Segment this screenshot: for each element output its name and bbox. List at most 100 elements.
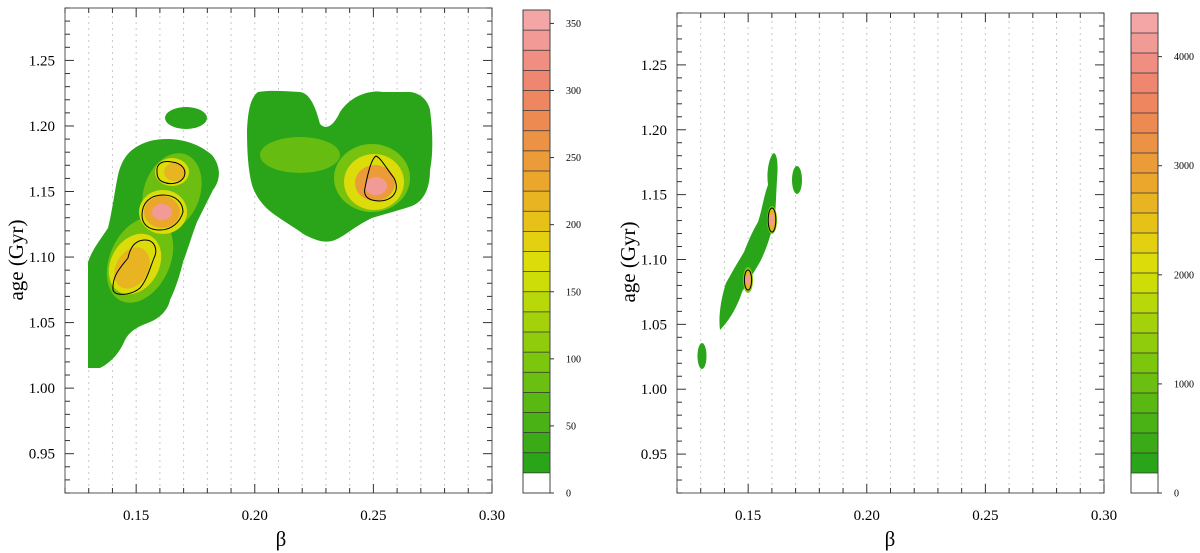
colorbar-swatch (523, 251, 550, 272)
density-peak (770, 214, 774, 226)
y-tick-label: 0.95 (29, 447, 55, 463)
contour-line (743, 269, 753, 291)
tick-labels-left: 0.15 0.20 0.25 0.30 0.95 1.00 1.05 1.10 1.15 1.20… (29, 53, 505, 524)
y-tick-label: 1.15 (641, 188, 667, 204)
colorbar-swatch (1131, 313, 1158, 333)
x-tick-label: 0.20 (242, 508, 268, 524)
colorbar-swatch (523, 50, 550, 71)
density-peak (365, 177, 387, 195)
contour-line (156, 161, 186, 185)
colorbar-swatch (523, 472, 550, 493)
colorbar-swatch (523, 130, 550, 151)
colorbar-tick-label: 100 (566, 354, 581, 365)
x-tick-label: 0.30 (479, 508, 505, 524)
colorbar-swatch (523, 231, 550, 252)
tick-labels-right: 0.15 0.20 0.25 0.30 0.95 1.00 1.05 1.10 1.15 1.20… (641, 58, 1117, 524)
y-tick-label: 1.00 (641, 382, 667, 398)
colorbar-swatch (1131, 453, 1158, 473)
colorbar-tick-label: 300 (566, 86, 581, 97)
colorbar-left: 0 50 100 150 200 250 300 350 (522, 9, 581, 500)
contour-line (767, 207, 777, 233)
colorbar-tick-label: 0 (1174, 489, 1179, 500)
y-tick-label: 0.95 (641, 447, 667, 463)
density-peak (152, 204, 172, 220)
density-shade (114, 247, 150, 289)
y-tick-label: 1.20 (641, 123, 667, 139)
chart-left: 0.15 0.20 0.25 0.30 0.95 1.00 1.05 1.10 1.15 1.20… (4, 7, 581, 551)
colorbar-swatch (523, 392, 550, 413)
colorbar-swatch (1131, 213, 1158, 233)
x-axis-label-right: β (885, 527, 896, 551)
colorbar-swatch (523, 372, 550, 393)
colorbar-swatch (523, 452, 550, 473)
y-tick-label: 1.20 (29, 119, 55, 135)
y-axis-label-left: age (Gyr) (4, 219, 28, 300)
colorbar-swatch (1131, 33, 1158, 53)
density-shade (260, 137, 340, 173)
chart-right: 0.15 0.20 0.25 0.30 0.95 1.00 1.05 1.10 1.15 1.20… (616, 12, 1194, 551)
colorbar-swatch (523, 150, 550, 171)
colorbar-tick-label: 4000 (1174, 52, 1194, 63)
colorbar-tick-label: 0 (566, 489, 571, 500)
colorbar-swatch (523, 311, 550, 332)
plot-area-right (697, 15, 1081, 491)
colorbar-swatch (1131, 413, 1158, 433)
x-tick-label: 0.20 (854, 508, 880, 524)
y-tick-label: 1.10 (29, 250, 55, 266)
colorbar-swatch (1131, 353, 1158, 373)
colorbar-swatch (523, 211, 550, 232)
colorbar-swatch (1131, 433, 1158, 453)
colorbar-tick-label: 2000 (1174, 270, 1194, 281)
colorbar-swatch (523, 291, 550, 312)
plot-frame-right (676, 12, 1105, 494)
colorbar-swatch (1131, 53, 1158, 73)
contour-line (141, 194, 184, 231)
grid-right (700, 15, 1081, 491)
colorbar-frame (1130, 12, 1159, 494)
colorbar-swatch (1131, 233, 1158, 253)
density-left (88, 90, 433, 368)
colorbar-tick-label: 3000 (1174, 161, 1194, 172)
density-right (697, 153, 802, 369)
colorbar-swatch (1131, 13, 1158, 33)
plot-area-left (88, 10, 469, 491)
x-tick-label: 0.25 (972, 508, 998, 524)
colorbar-swatch (1131, 393, 1158, 413)
colorbar-swatch (1131, 193, 1158, 213)
y-tick-label: 1.00 (29, 381, 55, 397)
colorbar-swatch (1131, 373, 1158, 393)
colorbar-tick-label: 250 (566, 153, 581, 164)
colorbar-tick-label: 200 (566, 220, 581, 231)
colorbar-tick-label: 150 (566, 287, 581, 298)
y-tick-label: 1.05 (29, 316, 55, 332)
density-shade (164, 163, 186, 181)
x-axis-label-left: β (276, 527, 287, 551)
colorbar-swatch (523, 70, 550, 91)
y-tick-label: 1.15 (29, 185, 55, 201)
contour-line (112, 239, 157, 295)
y-axis-label-right: age (Gyr) (616, 221, 640, 302)
colorbar-swatch (1131, 473, 1158, 493)
density-region (792, 166, 802, 194)
y-tick-label: 1.25 (29, 53, 55, 69)
colorbar-right: 0 1000 2000 3000 4000 (1130, 12, 1194, 500)
y-tick-label: 1.05 (641, 317, 667, 333)
colorbar-swatch (523, 271, 550, 292)
colorbar-swatch (1131, 153, 1158, 173)
colorbar-swatch (1131, 173, 1158, 193)
colorbar-tick-label: 50 (566, 421, 576, 432)
colorbar-swatch (1131, 273, 1158, 293)
y-tick-label: 1.10 (641, 252, 667, 268)
density-region (697, 343, 707, 369)
x-tick-label: 0.30 (1091, 508, 1117, 524)
colorbar-swatch (523, 171, 550, 192)
colorbar-swatch (1131, 293, 1158, 313)
colorbar-tick-label: 350 (566, 19, 581, 30)
density-peak (746, 275, 750, 285)
y-tick-label: 1.25 (641, 58, 667, 74)
colorbar-swatch (1131, 133, 1158, 153)
colorbar-swatch (1131, 333, 1158, 353)
colorbar-swatch (523, 110, 550, 131)
ticks-right (676, 12, 1105, 494)
